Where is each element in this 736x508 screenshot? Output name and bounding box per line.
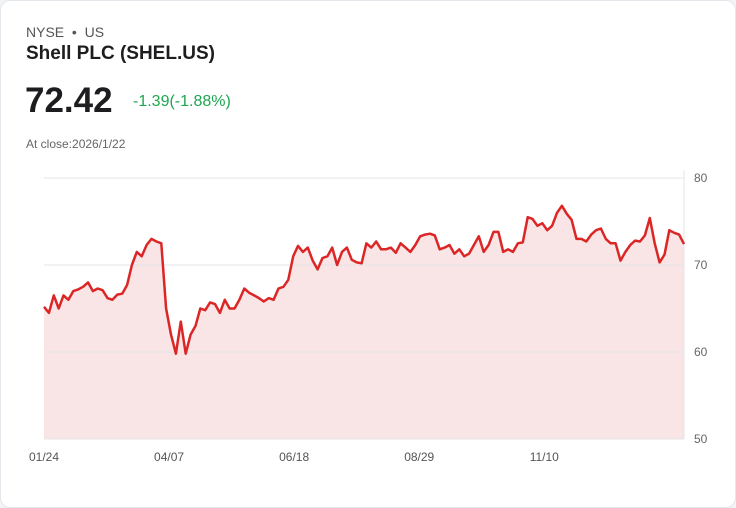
close-date: At close:2026/1/22 (26, 137, 126, 151)
area-fill (44, 205, 684, 439)
price-change: -1.39(-1.88%) (133, 93, 231, 110)
stock-title: Shell PLC (SHEL.US) (26, 43, 215, 64)
price-line (43, 204, 686, 355)
y-tick-label: 50 (694, 432, 708, 446)
price: 72.42 (25, 81, 113, 120)
y-tick-label: 80 (694, 171, 708, 185)
x-tick-label: 06/18 (279, 450, 309, 464)
separator: • (71, 24, 77, 40)
y-tick-label: 70 (694, 258, 708, 272)
x-tick-label: 11/10 (530, 450, 559, 464)
x-tick-label: 08/29 (404, 450, 434, 464)
x-tick-label: 01/24 (29, 450, 59, 464)
x-tick-label: 04/07 (154, 450, 184, 464)
exchange: NYSE (26, 24, 65, 40)
y-tick-label: 60 (694, 345, 708, 359)
country: US (84, 24, 105, 40)
exchange-line: NYSE • US (26, 24, 104, 40)
